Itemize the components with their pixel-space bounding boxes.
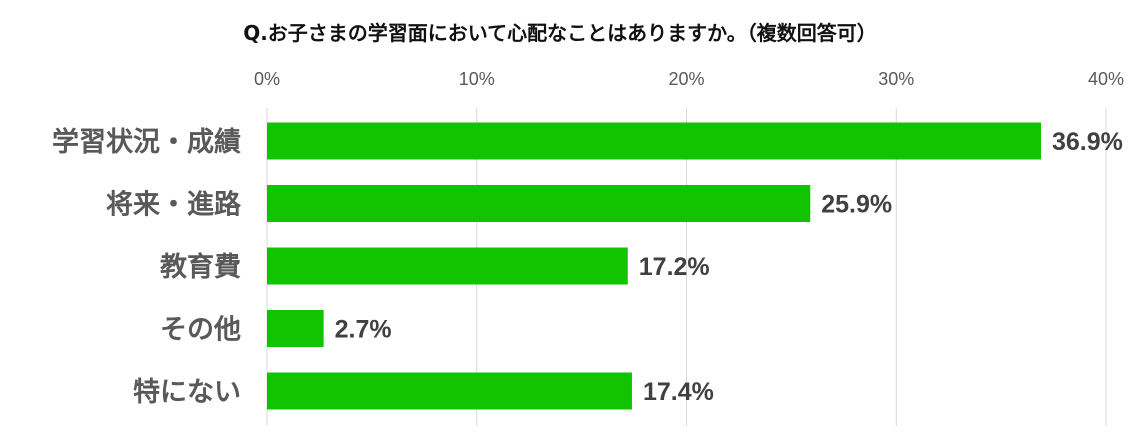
x-tick-label: 0% <box>254 69 280 89</box>
x-tick-label: 20% <box>668 69 704 89</box>
bar <box>267 122 1041 160</box>
chart-title: Q.お子さまの学習面において心配なことはありますか。（複数回答可） <box>243 21 877 45</box>
bar <box>267 372 632 410</box>
bar <box>267 247 628 285</box>
value-label: 36.9% <box>1052 128 1123 156</box>
bar <box>267 310 324 347</box>
category-label: その他 <box>160 315 241 346</box>
x-tick-label: 10% <box>459 69 495 89</box>
x-tick-label: 40% <box>1088 69 1124 89</box>
value-label: 2.7% <box>335 316 392 344</box>
value-label: 17.4% <box>643 378 714 406</box>
category-label: 特にない <box>133 377 241 408</box>
category-label: 教育費 <box>160 251 241 283</box>
category-label: 学習状況・成績 <box>52 126 241 158</box>
x-tick-label: 30% <box>878 69 914 89</box>
bar <box>267 185 811 222</box>
value-labels: 36.9% 25.9% 17.2% 2.7% 17.4% <box>335 128 1123 406</box>
value-label: 25.9% <box>821 191 892 219</box>
category-label: 将来・進路 <box>106 189 242 221</box>
x-axis-ticks: 0% 10% 20% 30% 40% <box>254 69 1124 89</box>
bars <box>267 122 1041 410</box>
value-label: 17.2% <box>639 253 710 281</box>
